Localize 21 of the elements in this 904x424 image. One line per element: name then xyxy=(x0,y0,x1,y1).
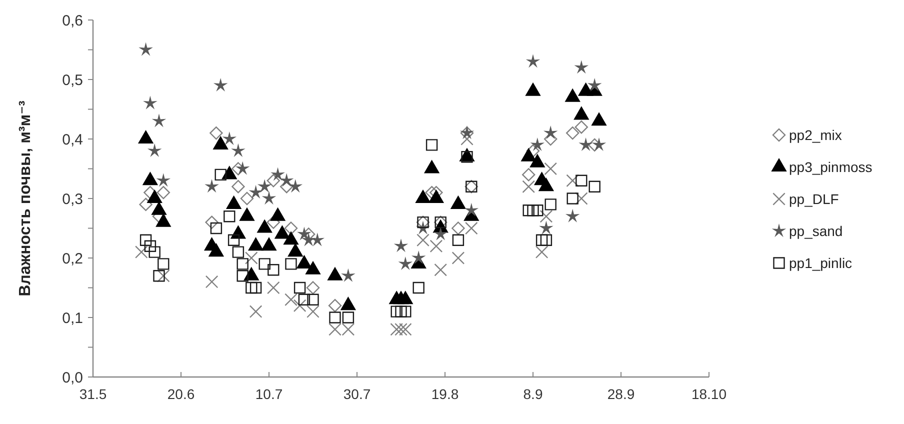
x-tick-label: 30.7 xyxy=(343,386,371,402)
x-tick-label: 20.6 xyxy=(167,386,195,402)
y-tick-label: 0,5 xyxy=(62,72,83,89)
legend-label: pp2_mix xyxy=(789,126,842,143)
y-tick-label: 0,4 xyxy=(62,131,83,148)
legend-label: pp_sand xyxy=(789,222,843,239)
y-tick-label: 0,6 xyxy=(62,12,83,30)
y-tick-label: 0,0 xyxy=(62,369,83,386)
x-tick-label: 28.9 xyxy=(607,386,635,402)
y-tick-label: 0,1 xyxy=(62,310,83,327)
y-tick-label: 0,2 xyxy=(62,250,83,268)
x-tick-label: 10.7 xyxy=(255,386,283,402)
x-tick-label: 19.8 xyxy=(431,386,459,402)
legend-label: pp1_pinlic xyxy=(789,254,852,271)
y-tick-label: 0,3 xyxy=(62,190,83,208)
x-tick-label: 18.10 xyxy=(691,386,727,402)
legend-label: pp_DLF xyxy=(789,190,839,207)
y-axis-title: Влажность почвы, м³м⁻³ xyxy=(17,100,34,296)
x-tick-label: 31.5 xyxy=(79,386,107,402)
legend-label: pp3_pinmoss xyxy=(789,158,872,175)
x-tick-label: 8.9 xyxy=(523,386,543,402)
